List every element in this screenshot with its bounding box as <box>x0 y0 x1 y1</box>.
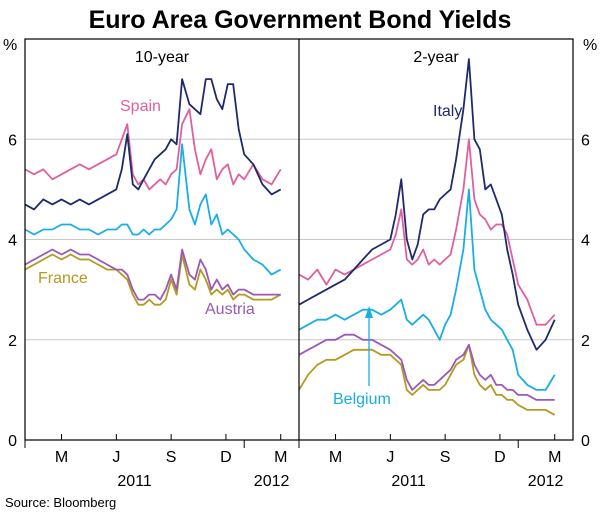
series-line-spain <box>24 108 282 191</box>
chart-title: Euro Area Government Bond Yields <box>89 6 512 34</box>
y-unit-right: % <box>583 37 597 54</box>
y-tick-label-right: 2 <box>581 333 590 350</box>
x-tick-label: D <box>220 449 232 466</box>
x-tick-label: J <box>386 449 394 466</box>
panel-0: 10-year Spain Austria France M J S D M 2011 2012 <box>24 49 299 490</box>
y-tick-label-right: 4 <box>581 233 590 250</box>
series-line-austria <box>24 248 281 301</box>
x-tick-label: J <box>112 449 120 466</box>
y-tick-label-left: 6 <box>8 132 17 149</box>
x-tick-label: S <box>166 449 177 466</box>
y-tick-label-right: 6 <box>581 132 590 149</box>
source-note: Source: Bloomberg <box>5 495 116 510</box>
series-label-belgium: Belgium <box>333 391 391 408</box>
year-label-2012: 2012 <box>528 473 564 490</box>
series-line-belgium <box>298 188 556 391</box>
x-tick-label: M <box>274 449 287 466</box>
y-tick-label-left: 2 <box>8 333 17 350</box>
x-tick-label: M <box>548 449 561 466</box>
year-label-2011: 2011 <box>391 473 426 490</box>
x-tick-label: M <box>55 449 68 466</box>
panel-1: 2-year Italy Belgium M J S D M 2011 2012 <box>298 49 573 490</box>
series-label-france: France <box>38 270 88 287</box>
series-line-italy <box>298 58 556 351</box>
belgium-callout-arrowhead <box>365 306 373 318</box>
x-tick-label: S <box>440 449 451 466</box>
y-unit-left: % <box>3 37 17 54</box>
series-line-belgium <box>24 143 282 276</box>
y-tick-label-right: 0 <box>581 433 590 450</box>
series-line-italy <box>24 78 282 211</box>
series-label-italy: Italy <box>433 103 462 120</box>
panel-title: 2-year <box>413 49 459 66</box>
year-label-2012: 2012 <box>254 473 290 490</box>
series-line-austria <box>298 333 555 401</box>
series-line-france <box>298 343 556 416</box>
series-line-france <box>24 253 282 306</box>
panel-title: 10-year <box>135 49 190 66</box>
series-label-austria: Austria <box>205 301 255 318</box>
series-label-spain: Spain <box>120 98 161 115</box>
y-tick-label-left: 4 <box>8 233 17 250</box>
y-tick-label-left: 0 <box>8 433 17 450</box>
x-tick-label: M <box>329 449 342 466</box>
x-tick-label: D <box>494 449 506 466</box>
year-label-2011: 2011 <box>117 473 152 490</box>
